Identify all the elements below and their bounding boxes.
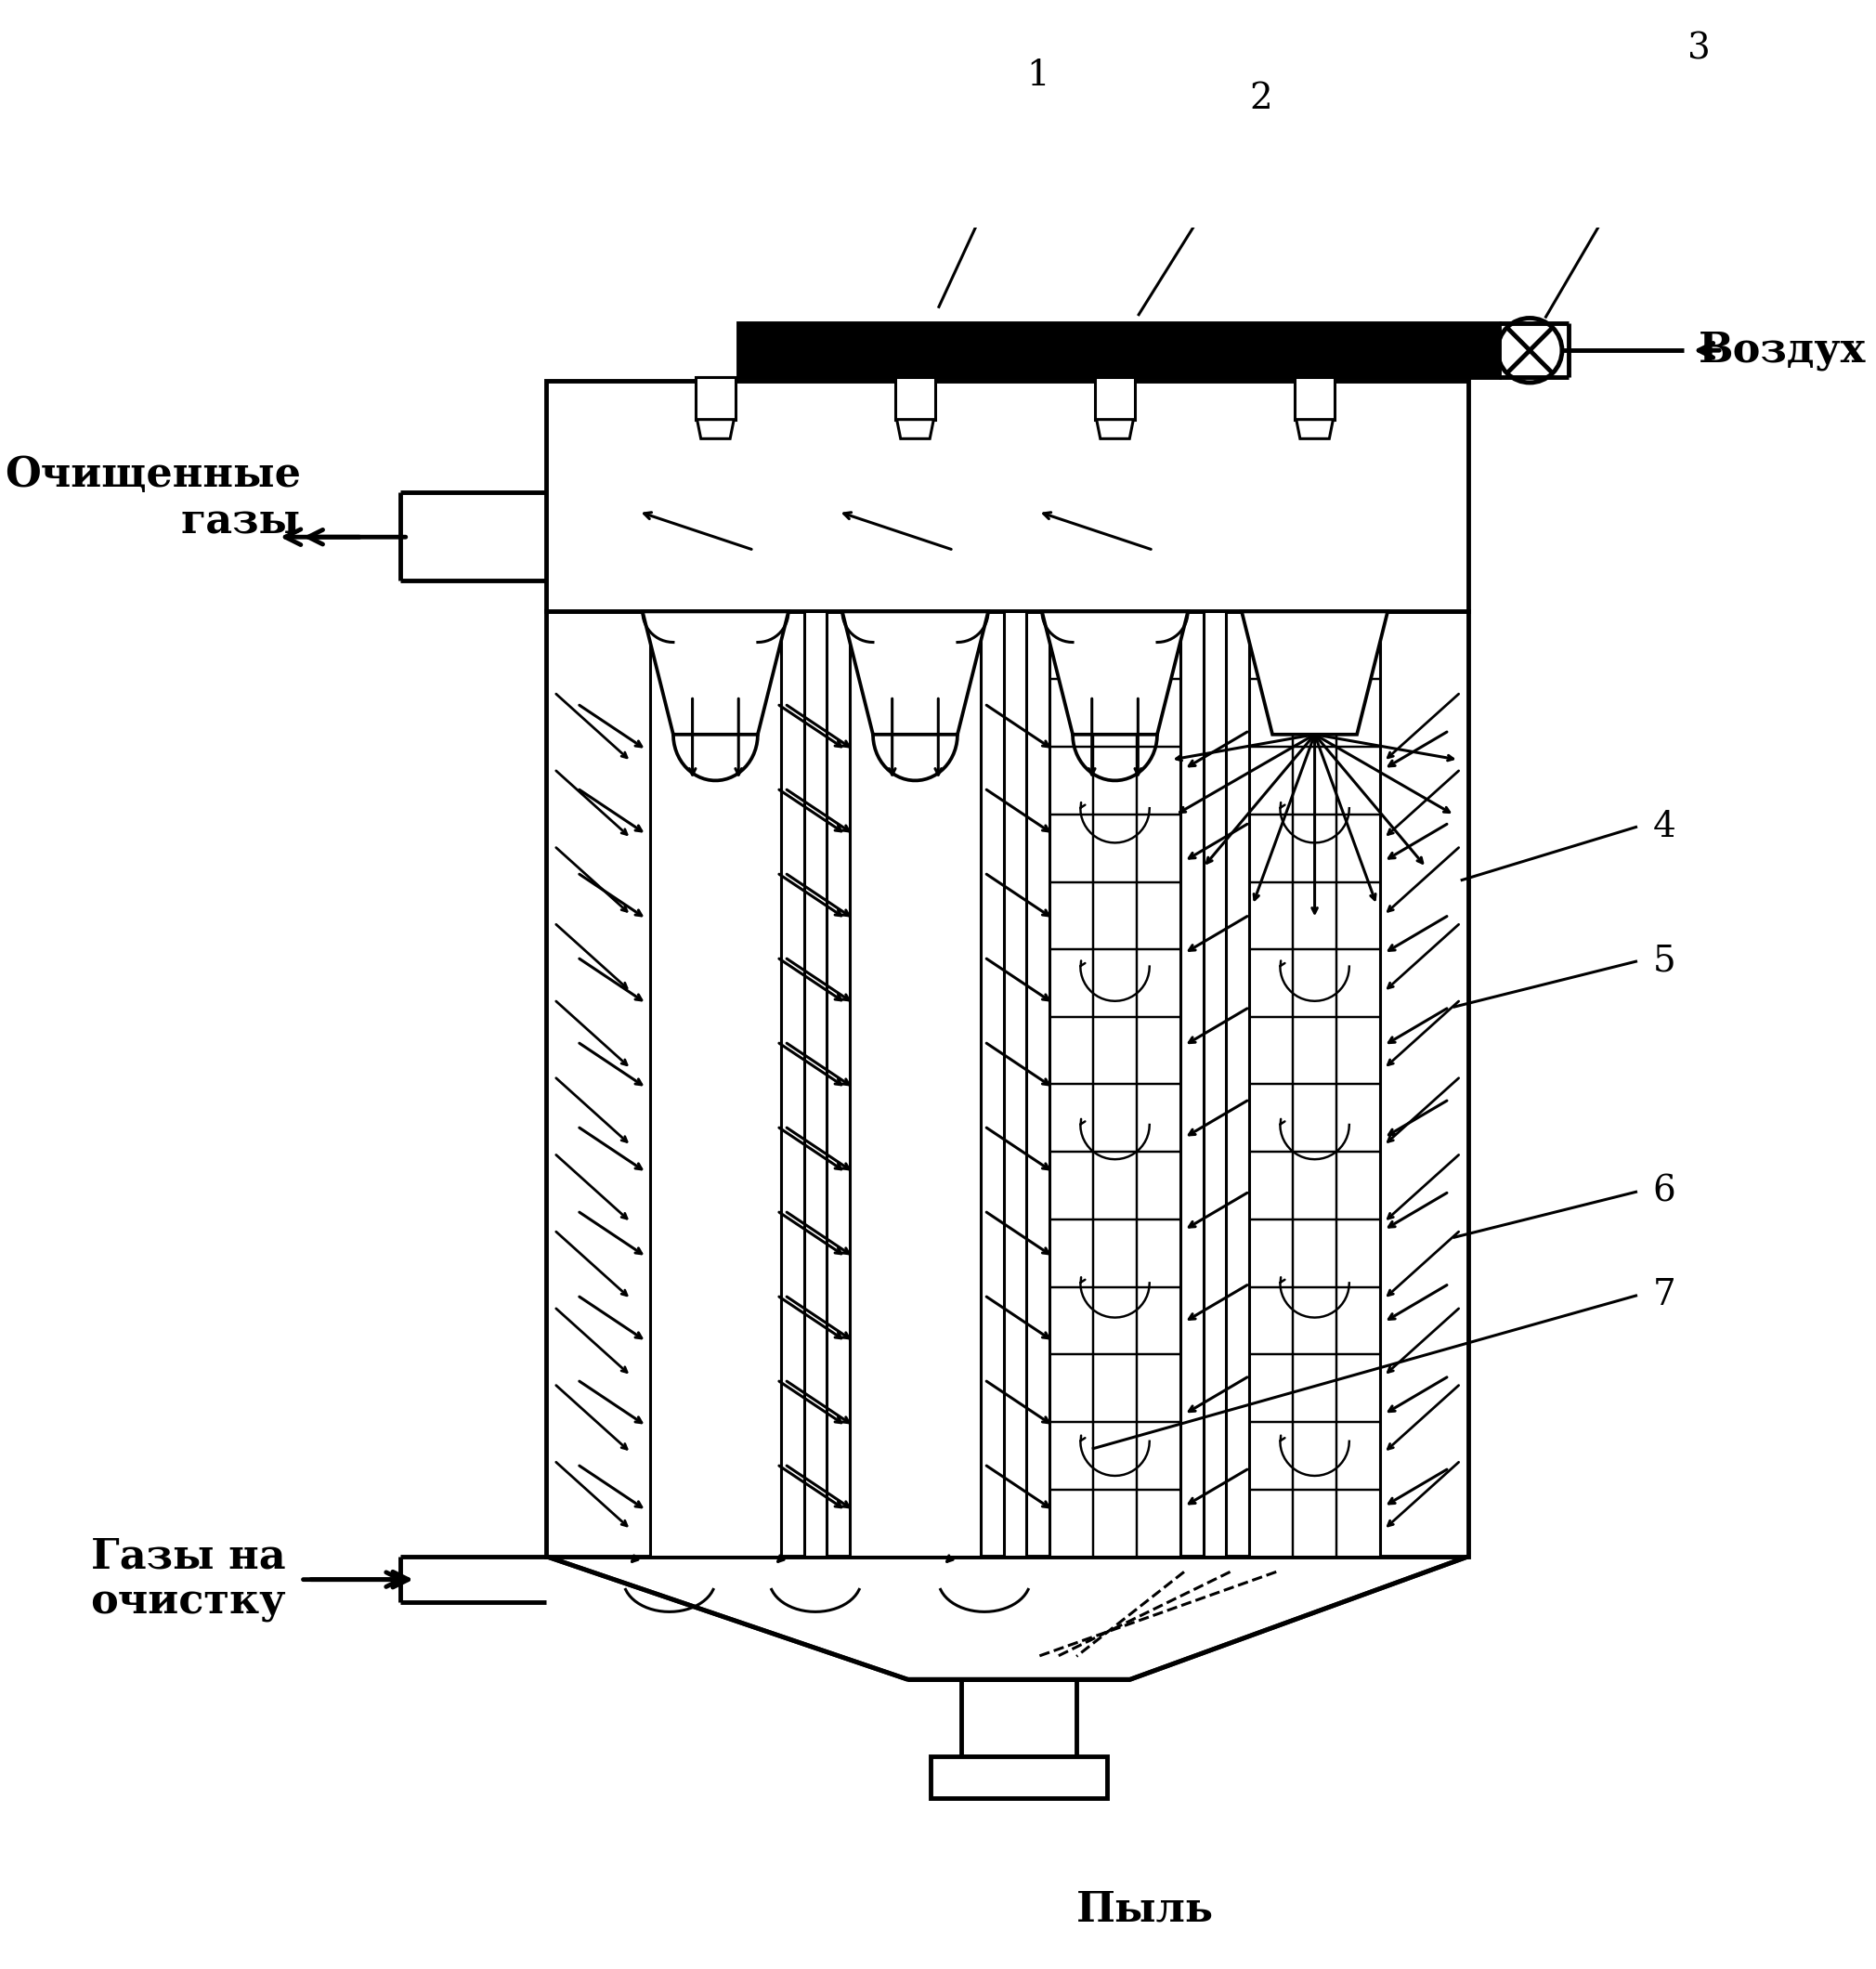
Text: Пыль: Пыль	[1077, 1890, 1214, 1930]
Bar	[698, 378, 732, 382]
Polygon shape	[546, 1556, 1469, 1680]
Bar	[1294, 378, 1334, 419]
Bar	[546, 612, 1469, 1556]
Text: 5: 5	[1653, 943, 1675, 979]
Bar	[895, 378, 936, 419]
Polygon shape	[1041, 612, 1188, 734]
Bar	[1004, 612, 1026, 1556]
Bar	[739, 323, 1499, 378]
Polygon shape	[1296, 419, 1334, 439]
Text: 2: 2	[1249, 81, 1272, 116]
Polygon shape	[698, 419, 734, 439]
Polygon shape	[642, 612, 788, 734]
Bar	[1096, 378, 1135, 419]
Bar	[961, 1680, 1077, 1756]
Bar	[803, 612, 827, 1556]
Bar	[930, 1756, 1107, 1798]
Text: 6: 6	[1653, 1174, 1675, 1209]
Bar	[1051, 612, 1180, 1556]
Bar	[1203, 612, 1227, 1556]
Text: Газы на
очистку: Газы на очистку	[90, 1536, 285, 1622]
Bar	[651, 612, 780, 1556]
Bar	[696, 378, 735, 419]
Text: Воздух: Воздух	[1700, 331, 1867, 370]
Bar	[1298, 378, 1332, 382]
Bar	[899, 378, 932, 382]
Polygon shape	[1096, 419, 1133, 439]
Bar	[1249, 612, 1381, 1556]
Text: 7: 7	[1653, 1278, 1675, 1313]
Bar	[546, 382, 1469, 612]
Text: 4: 4	[1653, 809, 1675, 845]
Polygon shape	[842, 612, 989, 734]
Bar	[850, 612, 981, 1556]
Polygon shape	[897, 419, 934, 439]
Text: Очищенные
газы: Очищенные газы	[4, 455, 300, 541]
Bar	[1097, 378, 1131, 382]
Text: 1: 1	[1026, 59, 1049, 93]
Text: 3: 3	[1687, 32, 1711, 67]
Polygon shape	[1242, 612, 1388, 734]
